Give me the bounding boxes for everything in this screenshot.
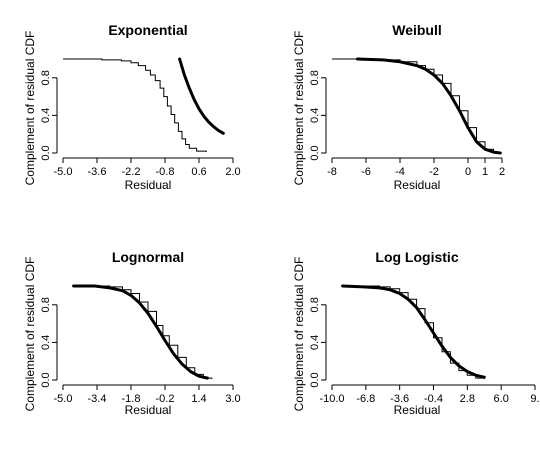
fitted-survival-line — [356, 57, 502, 155]
x-tick-label: 1.4 — [191, 393, 206, 405]
panel-title: Weibull — [392, 22, 442, 38]
y-tick-label: 0.0 — [40, 145, 52, 160]
y-tick-label: 0.0 — [309, 372, 321, 387]
y-axis-label: Complement of residual CDF — [292, 31, 306, 186]
x-tick-label: -10.0 — [319, 393, 344, 405]
y-tick-label: 0.8 — [40, 297, 52, 312]
panel-title: Log Logistic — [375, 249, 458, 265]
panel-weibull: Weibull Residual Complement of residual … — [292, 22, 505, 192]
x-axis-label: Residual — [394, 178, 441, 192]
x-tick-label: -0.8 — [156, 166, 175, 178]
y-tick-label: 0.4 — [309, 108, 321, 123]
empirical-survival-line — [342, 285, 485, 380]
panel-log-logistic: Log Logistic Residual Complement of resi… — [292, 249, 540, 417]
y-tick-label: 0.4 — [309, 335, 321, 350]
axes: -8 -6 -4 -2 0 1 2 0.0 0.4 0.8 — [309, 70, 505, 178]
x-tick-label: -4 — [395, 166, 405, 178]
y-axis-label: Complement of residual CDF — [23, 257, 37, 412]
y-tick-label: 0.8 — [40, 70, 52, 85]
x-tick-label: -5.0 — [54, 393, 73, 405]
panel-exponential: Exponential Residual Complement of resid… — [23, 22, 241, 192]
x-tick-label: -5.0 — [54, 166, 73, 178]
x-tick-label: -2.2 — [122, 166, 141, 178]
x-tick-label: 6.0 — [494, 393, 509, 405]
x-tick-label: 3.0 — [225, 393, 240, 405]
fitted-survival-line — [341, 284, 486, 379]
x-tick-label: -3.4 — [88, 393, 107, 405]
y-tick-label: 0.8 — [309, 70, 321, 85]
series-group — [63, 57, 225, 153]
x-axis-label: Residual — [125, 178, 172, 192]
x-tick-label: -1.8 — [122, 393, 141, 405]
x-tick-label: -3.6 — [390, 393, 409, 405]
y-tick-label: 0.8 — [309, 297, 321, 312]
x-tick-label: -2 — [429, 166, 439, 178]
x-axis-label: Residual — [394, 403, 441, 417]
fitted-survival-line — [72, 284, 209, 380]
x-tick-label: -0.4 — [424, 393, 443, 405]
x-tick-label: 2 — [499, 166, 505, 178]
y-tick-label: 0.4 — [40, 335, 52, 350]
y-axis-label: Complement of residual CDF — [292, 257, 306, 412]
empirical-survival-line — [73, 285, 213, 380]
fitted-survival-line — [178, 57, 225, 135]
series-group — [72, 284, 213, 380]
x-tick-label: -8 — [327, 166, 337, 178]
axes: -10.0 -6.8 -3.6 -0.4 2.8 6.0 9. 0.0 0.4 0.8 — [309, 297, 540, 405]
y-axis-label: Complement of residual CDF — [23, 31, 37, 186]
axes: -5.0 -3.6 -2.2 -0.8 0.6 2.0 0.0 0.4 0.8 — [40, 70, 241, 178]
y-tick-label: 0.4 — [40, 108, 52, 123]
x-tick-label: 0 — [465, 166, 471, 178]
y-tick-label: 0.0 — [40, 372, 52, 387]
x-tick-label: -6 — [361, 166, 371, 178]
panel-lognormal: Lognormal Residual Complement of residua… — [23, 249, 241, 417]
series-group — [332, 57, 502, 155]
x-tick-label: -3.6 — [88, 166, 107, 178]
x-tick-label: 9. — [530, 393, 539, 405]
x-tick-label: -0.2 — [156, 393, 175, 405]
panel-title: Lognormal — [112, 249, 184, 265]
x-tick-label: 1 — [482, 166, 488, 178]
y-tick-label: 0.0 — [309, 145, 321, 160]
empirical-survival-line — [63, 58, 207, 153]
x-tick-label: 2.0 — [225, 166, 240, 178]
x-tick-label: -6.8 — [356, 393, 375, 405]
x-axis-label: Residual — [125, 403, 172, 417]
series-group — [341, 284, 486, 380]
panel-title: Exponential — [108, 22, 187, 38]
axes: -5.0 -3.4 -1.8 -0.2 1.4 3.0 0.0 0.4 0.8 — [40, 297, 241, 405]
x-tick-label: 0.6 — [191, 166, 206, 178]
x-tick-label: 2.8 — [460, 393, 475, 405]
